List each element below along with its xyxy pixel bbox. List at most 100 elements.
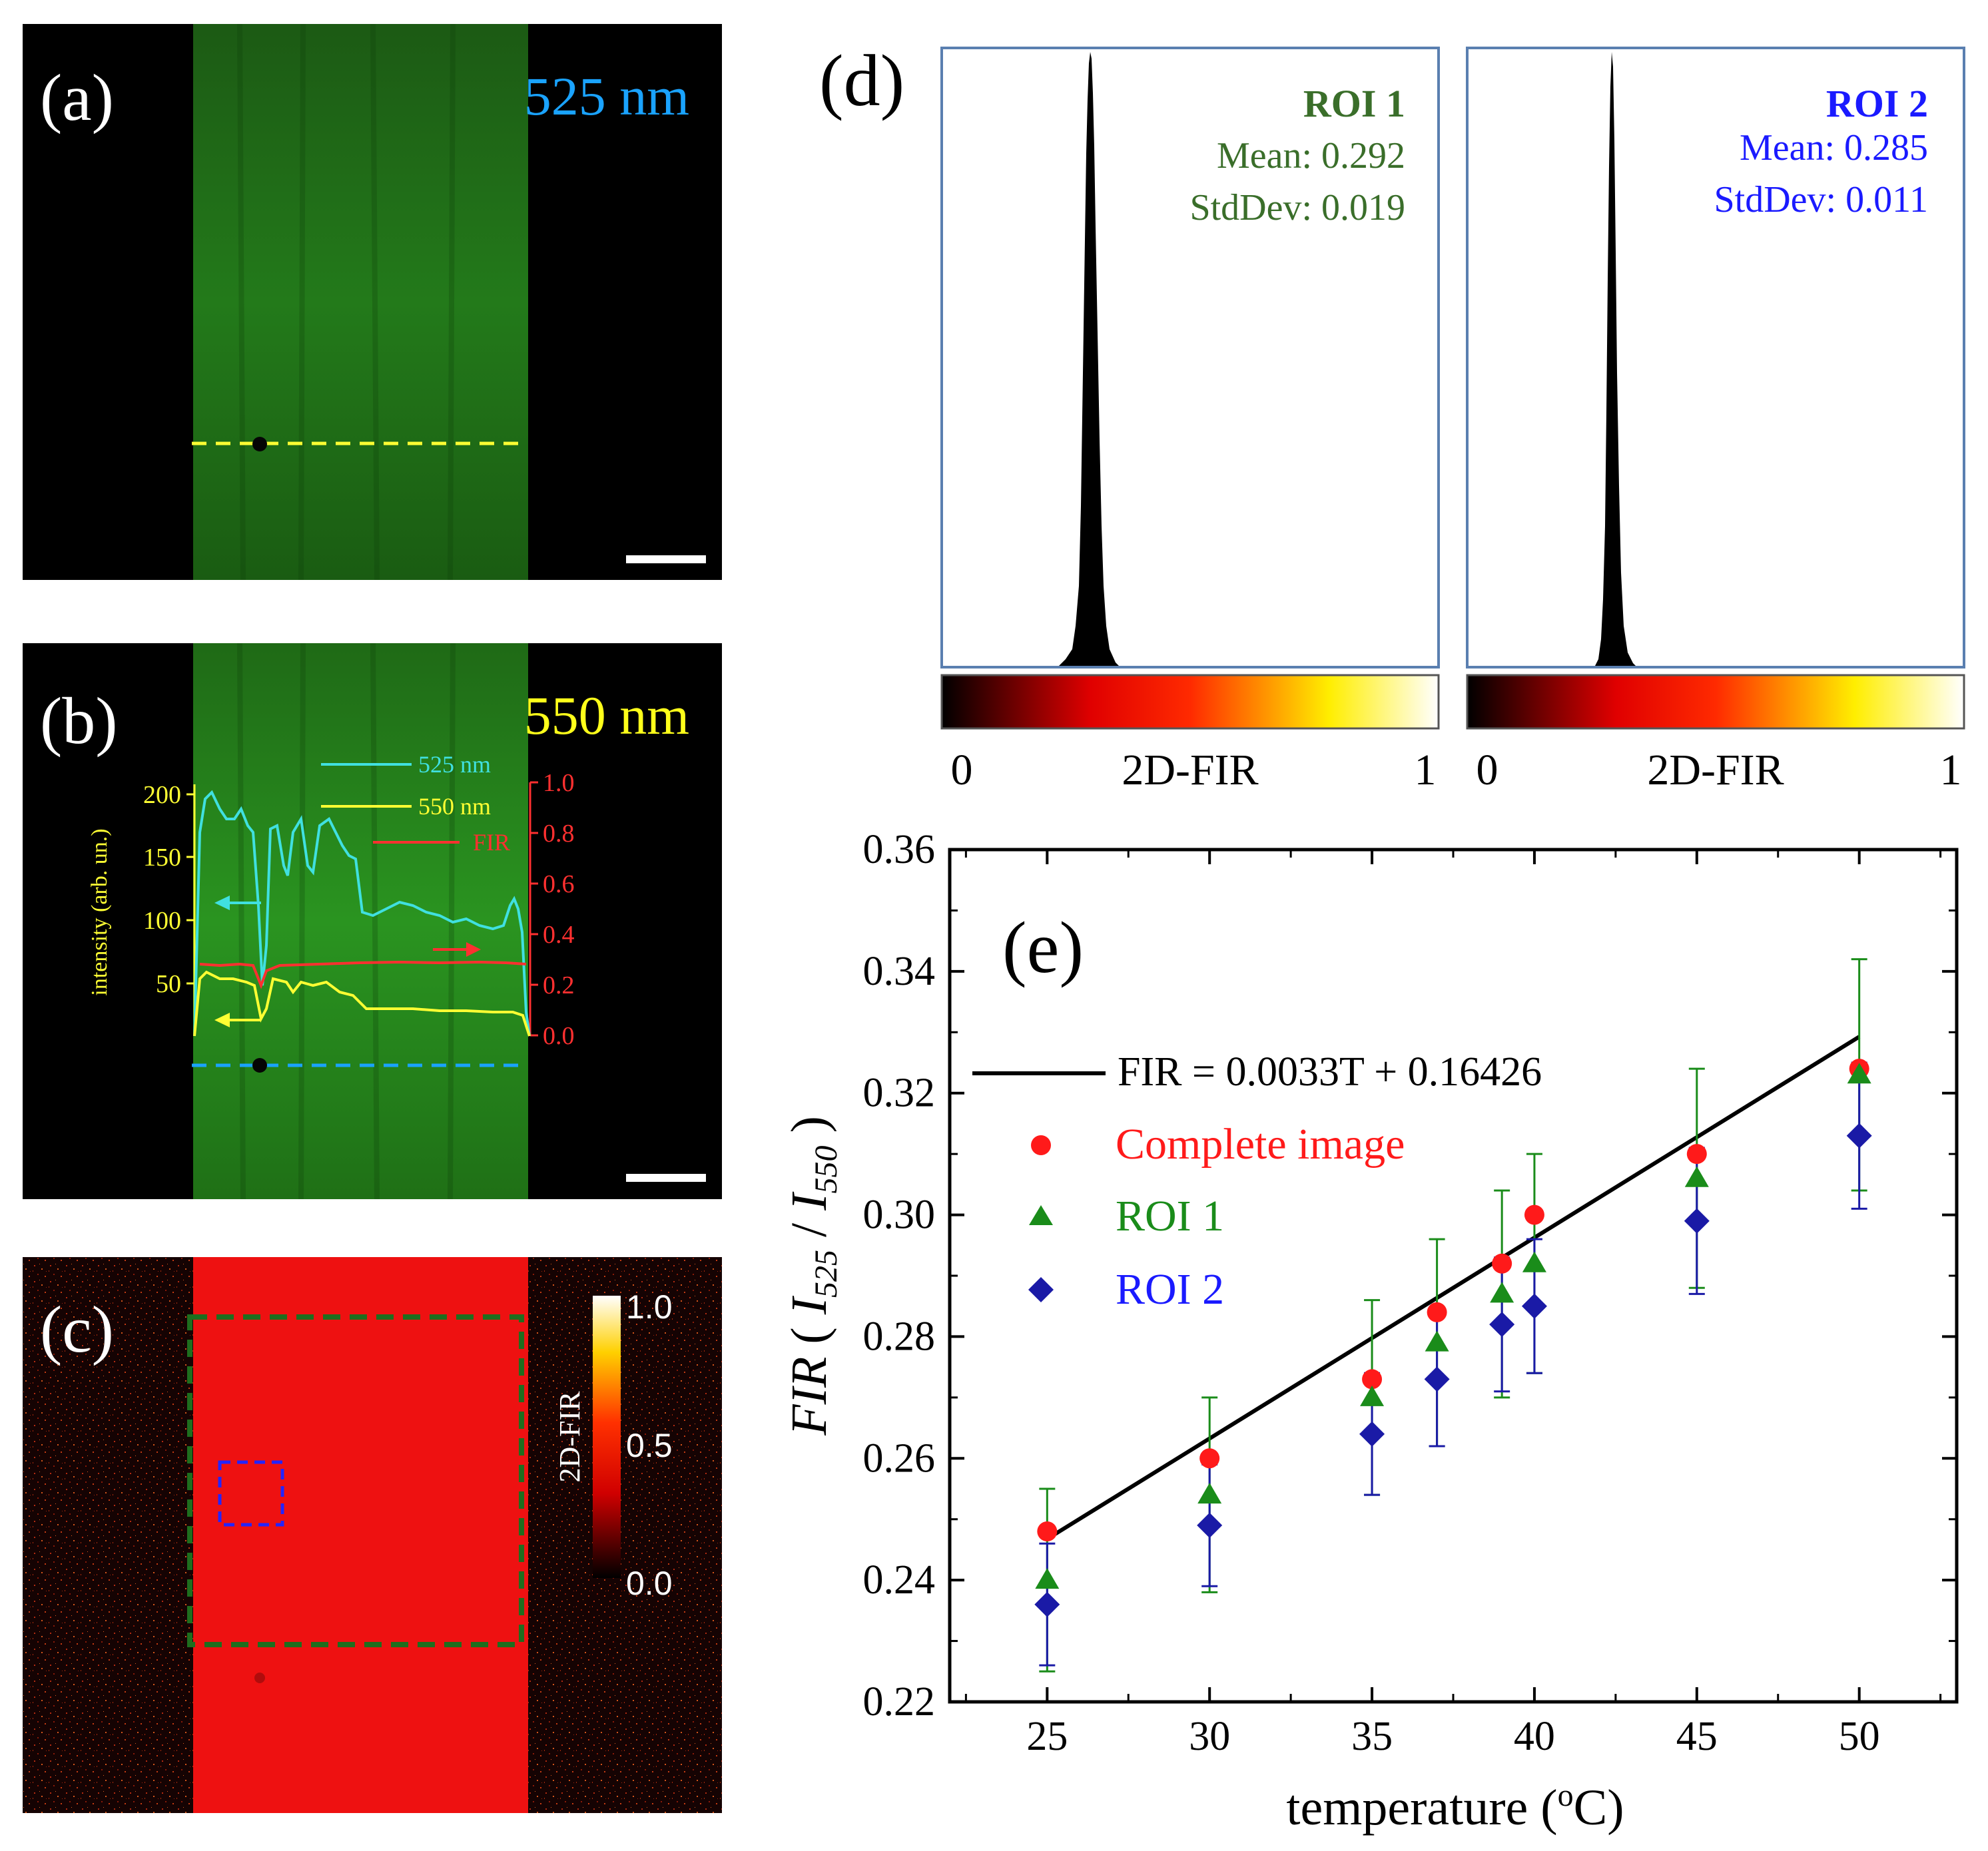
panel-b: (b) 550 nm 200 150 100 50 1.0: [23, 643, 722, 1200]
panel-b-left-tick: 200: [143, 781, 181, 809]
panel-d-scale-min: 0: [1477, 746, 1498, 794]
panel-d-histogram-roi2: ROI 2 Mean: 0.285 StdDev: 0.011 0 2D-FIR…: [1466, 47, 1965, 794]
x-tick-label: 50: [1839, 1714, 1880, 1759]
panel-b-legend: 525 nm 550 nm FIR: [321, 751, 510, 856]
panel-b-inset-plot: 200 150 100 50 1.0 0.8 0.6 0.4 0.2 0.0 i…: [87, 751, 575, 1050]
panel-b-legend-550: 550 nm: [418, 793, 491, 820]
x-tick-label: 35: [1351, 1714, 1393, 1759]
panel-b-scale-bar: [626, 1174, 706, 1182]
y-tick-label: 0.30: [863, 1192, 936, 1238]
panel-d-roi1-mean: Mean: 0.292: [1217, 135, 1405, 176]
y-tick-label: 0.26: [863, 1436, 936, 1481]
panel-d-histogram-peak: [1595, 52, 1636, 666]
panel-a-sample: [193, 24, 528, 580]
panel-d-tag: (d): [819, 40, 904, 121]
panel-d-scale-max: 1: [1940, 746, 1962, 794]
roi1-point: [1425, 1330, 1449, 1352]
panel-d-histogram-frame: [940, 47, 1440, 668]
panel-b-left-tick: 50: [156, 970, 181, 998]
complete-image-point: [1427, 1302, 1447, 1322]
panel-d-histogram-roi1: ROI 1 Mean: 0.292 StdDev: 0.019 0 2D-FIR…: [940, 47, 1440, 794]
fit-line: [1046, 1035, 1861, 1541]
panel-b-left-axis-label: intensity (arb. un.): [87, 828, 112, 995]
roi2-point: [1846, 1123, 1872, 1149]
panel-a-dark-spot: [252, 437, 267, 451]
x-tick-label: 30: [1189, 1714, 1230, 1759]
complete-image-point: [1037, 1521, 1058, 1541]
panel-a-tag: (a): [40, 61, 114, 134]
panel-e-legend-roi1-marker: [1029, 1205, 1053, 1225]
panel-d-histogram-peak: [1059, 52, 1119, 666]
panel-d-scale-label: 2D-FIR: [1647, 746, 1784, 794]
y-tick-label: 0.36: [863, 827, 936, 872]
panel-c-tag: (c): [40, 1292, 114, 1366]
panel-d: (d) ROI 1 Mean: 0.292 StdDev: 0.019 0 2D…: [819, 40, 1965, 794]
panel-e-fit: [1046, 1035, 1861, 1541]
panel-d-colorscale: [1466, 674, 1965, 730]
panel-b-trace-550: [193, 970, 531, 1037]
roi1-point: [1490, 1282, 1514, 1303]
panel-d-scale-min: 0: [951, 746, 973, 794]
panel-d-roi1-title: ROI 1: [1303, 82, 1405, 125]
panel-b-arrow-yellow: [214, 1013, 261, 1027]
panel-c-colorbar: [593, 1296, 621, 1578]
roi1-point: [1360, 1385, 1385, 1406]
roi2-point: [1197, 1512, 1223, 1538]
panel-c-sample-map: [193, 1257, 528, 1813]
complete-image-point: [1362, 1369, 1383, 1390]
panel-e-legend-roi1-label: ROI 1: [1116, 1192, 1224, 1240]
panel-e-legend-complete-label: Complete image: [1116, 1120, 1405, 1169]
panel-a-scale-bar: [626, 555, 706, 563]
panel-d-colorscale: [940, 674, 1440, 730]
panel-b-arrow-cyan: [214, 896, 261, 910]
panel-d-roi2-mean: Mean: 0.285: [1740, 127, 1928, 168]
panel-c-colorbar-tick: 1.0: [626, 1288, 673, 1326]
panel-d-roi1-std: StdDev: 0.019: [1189, 187, 1405, 228]
roi2-point: [1521, 1293, 1547, 1319]
complete-image-point: [1686, 1144, 1707, 1165]
roi1-point: [1035, 1568, 1060, 1589]
panel-b-trace-fir: [199, 960, 527, 989]
panel-d-scale-label: 2D-FIR: [1122, 746, 1258, 794]
panel-b-tag: (b): [40, 684, 118, 758]
y-tick-label: 0.32: [863, 1071, 936, 1116]
panel-b-dark-spot: [252, 1058, 267, 1073]
panel-a: (a) 525 nm: [23, 23, 722, 581]
panel-e-ticks: 25 30 35 40 45 50 0.22 0.24 0.26 0.28 0.30 0.32 0.34…: [863, 827, 1957, 1759]
panel-c: (c) 2D-FIR 1.0 0.5 0.0: [23, 1257, 722, 1813]
x-tick-label: 25: [1026, 1714, 1068, 1759]
panel-e-ylabel: FIR ( I525 / I550 ): [781, 1116, 844, 1436]
panel-e-plot-frame: [948, 848, 1959, 1704]
roi1-point: [1197, 1483, 1222, 1504]
panel-e-legend: FIR = 0.0033T + 0.16426 Complete image R…: [972, 1049, 1542, 1314]
panel-b-right-tick: 1.0: [543, 769, 575, 797]
panel-c-colorbar-label: 2D-FIR: [553, 1391, 586, 1483]
complete-image-point: [1524, 1204, 1544, 1225]
panel-e-legend-complete-marker: [1031, 1135, 1051, 1155]
panel-e-tag: (e): [1002, 907, 1084, 988]
x-tick-label: 45: [1676, 1714, 1718, 1759]
panel-c-colorbar-tick: 0.5: [626, 1427, 673, 1464]
roi2-point: [1489, 1312, 1515, 1338]
panel-b-wavelength: 550 nm: [524, 685, 689, 746]
y-tick-label: 0.34: [863, 949, 936, 994]
panel-d-roi2-std: StdDev: 0.011: [1714, 179, 1928, 220]
y-tick-label: 0.28: [863, 1314, 936, 1359]
roi1-point: [1847, 1063, 1871, 1084]
panel-b-right-tick: 0.4: [543, 921, 575, 949]
panel-c-colorbar-tick: 0.0: [626, 1565, 673, 1602]
complete-image-point: [1199, 1448, 1220, 1469]
panel-b-legend-fir: FIR: [473, 829, 510, 856]
panel-e-xlabel: temperature (oC): [1286, 1778, 1624, 1836]
panel-b-left-tick: 100: [143, 907, 181, 935]
panel-c-roi1-box: [187, 1314, 524, 1647]
panel-d-histogram-frame: [1466, 47, 1965, 668]
panel-a-wavelength: 525 nm: [524, 66, 689, 127]
panel-d-roi2-title: ROI 2: [1826, 82, 1928, 125]
roi2-point: [1034, 1591, 1060, 1617]
y-tick-label: 0.22: [863, 1679, 936, 1724]
panel-d-scale-max: 1: [1415, 746, 1437, 794]
panel-b-right-tick: 0.6: [543, 870, 575, 898]
